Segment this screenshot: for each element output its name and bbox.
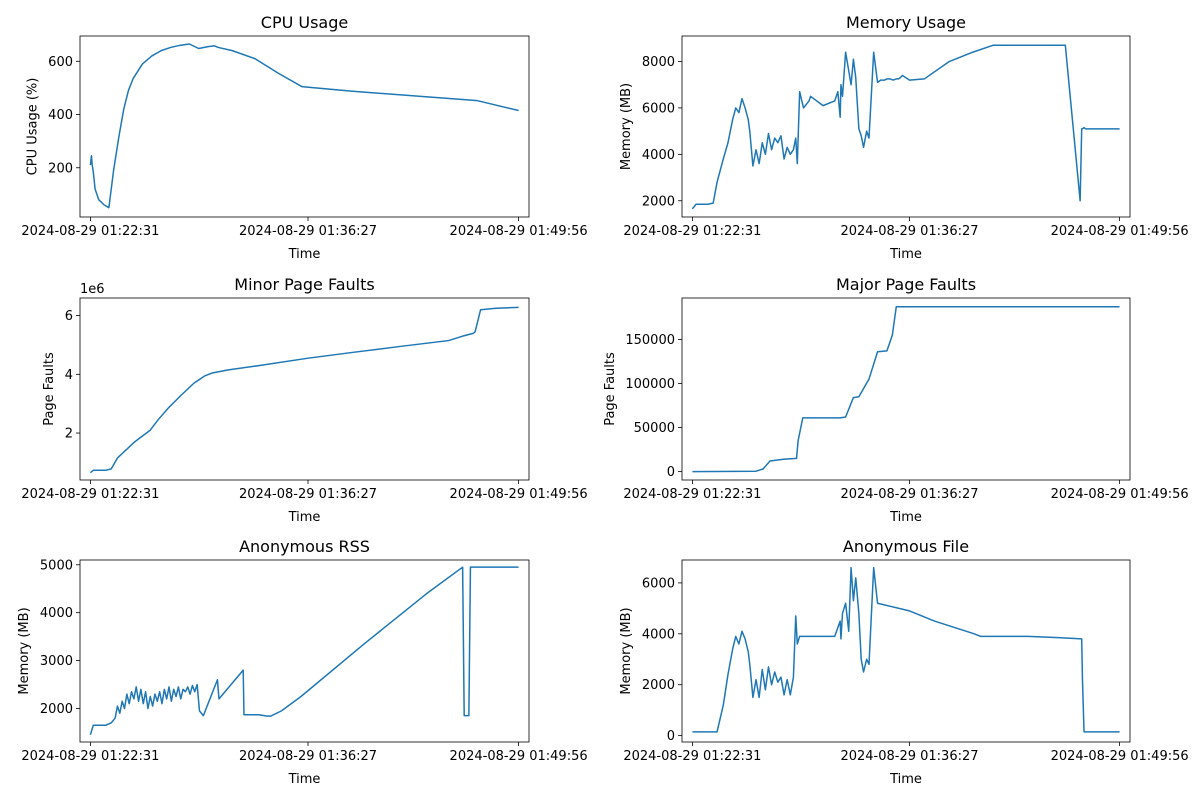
major-page-faults-plot-frame (681, 297, 1131, 481)
anonymous-rss-y-tick-label: 4000 (40, 606, 73, 621)
major-page-faults-chart: 2024-08-29 01:22:31 2024-08-29 01:36:27 20… (603, 275, 1189, 525)
anonymous-file-x-tick-label: 2024-08-29 01:49:56 (1051, 749, 1189, 764)
anonymous-file-series-line (692, 566, 1120, 733)
minor-page-faults-title: Minor Page Faults (234, 275, 374, 294)
anonymous-rss-y-tick-label: 3000 (40, 654, 73, 669)
cpu-usage-y-tick-label: 600 (48, 55, 73, 70)
major-page-faults-x-tick-label: 2024-08-29 01:49:56 (1051, 487, 1189, 502)
major-page-faults-y-tick-label: 0 (667, 465, 675, 480)
memory-usage-y-tick-label: 8000 (642, 55, 675, 70)
major-page-faults-y-tick-label: 100000 (625, 377, 675, 392)
cpu-usage-x-tick-label: 2024-08-29 01:36:27 (239, 224, 377, 239)
memory-usage-chart: 2024-08-29 01:22:31 2024-08-29 01:36:27 20… (619, 13, 1188, 262)
anonymous-rss-y-tick-label: 2000 (40, 702, 73, 717)
anonymous-file-y-tick-label: 2000 (642, 678, 675, 693)
minor-page-faults-x-axis-label: Time (288, 510, 321, 525)
anonymous-file-y-tick-label: 0 (667, 729, 675, 744)
anonymous-file-x-axis-label: Time (889, 772, 922, 787)
major-page-faults-x-tick-label: 2024-08-29 01:22:31 (623, 487, 761, 502)
anonymous-rss-y-tick-label: 5000 (40, 558, 73, 573)
memory-usage-y-axis-label: Memory (MB) (619, 83, 634, 170)
anonymous-file-title: Anonymous File (843, 537, 969, 556)
minor-page-faults-series-line (89, 306, 519, 474)
anonymous-rss-x-axis-label: Time (288, 772, 321, 787)
minor-page-faults-y-tick-label: 6 (65, 309, 73, 324)
anonymous-rss-chart: 2024-08-29 01:22:31 2024-08-29 01:36:27 20… (17, 537, 587, 787)
memory-usage-y-tick-label: 4000 (642, 148, 675, 163)
cpu-usage-x-tick-label: 2024-08-29 01:22:31 (21, 224, 159, 239)
minor-page-faults-chart: 2024-08-29 01:22:31 2024-08-29 01:36:27 20… (21, 275, 587, 525)
minor-page-faults-x-tick-label: 2024-08-29 01:36:27 (239, 487, 377, 502)
memory-usage-x-tick-label: 2024-08-29 01:36:27 (840, 224, 978, 239)
anonymous-rss-x-tick-label: 2024-08-29 01:22:31 (21, 749, 159, 764)
memory-usage-series-line (691, 44, 1120, 210)
major-page-faults-title: Major Page Faults (836, 275, 976, 294)
memory-usage-x-tick-label: 2024-08-29 01:49:56 (1051, 224, 1189, 239)
cpu-usage-y-tick-label: 400 (48, 108, 73, 123)
cpu-usage-title: CPU Usage (261, 13, 348, 32)
cpu-usage-plot-frame (79, 35, 530, 218)
anonymous-file-x-tick-label: 2024-08-29 01:22:31 (623, 749, 761, 764)
anonymous-file-y-tick-label: 4000 (642, 627, 675, 642)
anonymous-rss-plot-frame (79, 559, 530, 743)
cpu-usage-y-axis-label: CPU Usage (%) (25, 78, 40, 176)
memory-usage-x-tick-label: 2024-08-29 01:22:31 (623, 224, 761, 239)
anonymous-file-y-axis-label: Memory (MB) (619, 607, 634, 694)
anonymous-file-y-tick-label: 6000 (642, 576, 675, 591)
memory-usage-x-axis-label: Time (889, 247, 922, 262)
memory-usage-title: Memory Usage (846, 13, 966, 32)
anonymous-rss-x-tick-label: 2024-08-29 01:36:27 (239, 749, 377, 764)
minor-page-faults-x-tick-label: 2024-08-29 01:49:56 (450, 487, 588, 502)
cpu-usage-chart: 2024-08-29 01:22:31 2024-08-29 01:36:27 20… (21, 13, 587, 262)
major-page-faults-y-tick-label: 50000 (634, 421, 675, 436)
minor-page-faults-plot-frame (79, 297, 530, 481)
cpu-usage-y-tick-label: 200 (48, 161, 73, 176)
major-page-faults-y-tick-label: 150000 (625, 333, 675, 348)
cpu-usage-x-axis-label: Time (288, 247, 321, 262)
cpu-usage-series-line (89, 43, 519, 209)
cpu-usage-x-tick-label: 2024-08-29 01:49:56 (450, 224, 588, 239)
anonymous-file-x-tick-label: 2024-08-29 01:36:27 (840, 749, 978, 764)
anonymous-rss-y-axis-label: Memory (MB) (17, 607, 32, 694)
anonymous-rss-title: Anonymous RSS (239, 537, 370, 556)
memory-usage-y-tick-label: 6000 (642, 101, 675, 116)
minor-page-faults-axis-offset-label: 1e6 (80, 282, 105, 297)
anonymous-file-chart: 2024-08-29 01:22:31 2024-08-29 01:36:27 20… (619, 537, 1188, 787)
minor-page-faults-y-tick-label: 2 (65, 427, 73, 442)
minor-page-faults-y-tick-label: 4 (65, 368, 73, 383)
major-page-faults-series-line (692, 306, 1120, 473)
minor-page-faults-x-tick-label: 2024-08-29 01:22:31 (21, 487, 159, 502)
memory-usage-plot-frame (681, 35, 1131, 218)
major-page-faults-y-axis-label: Page Faults (603, 352, 618, 426)
anonymous-file-plot-frame (681, 559, 1131, 743)
minor-page-faults-y-axis-label: Page Faults (42, 352, 57, 426)
anonymous-rss-x-tick-label: 2024-08-29 01:49:56 (450, 749, 588, 764)
major-page-faults-x-tick-label: 2024-08-29 01:36:27 (840, 487, 978, 502)
anonymous-rss-series-line (89, 566, 519, 736)
major-page-faults-x-axis-label: Time (889, 510, 922, 525)
memory-usage-y-tick-label: 2000 (642, 194, 675, 209)
